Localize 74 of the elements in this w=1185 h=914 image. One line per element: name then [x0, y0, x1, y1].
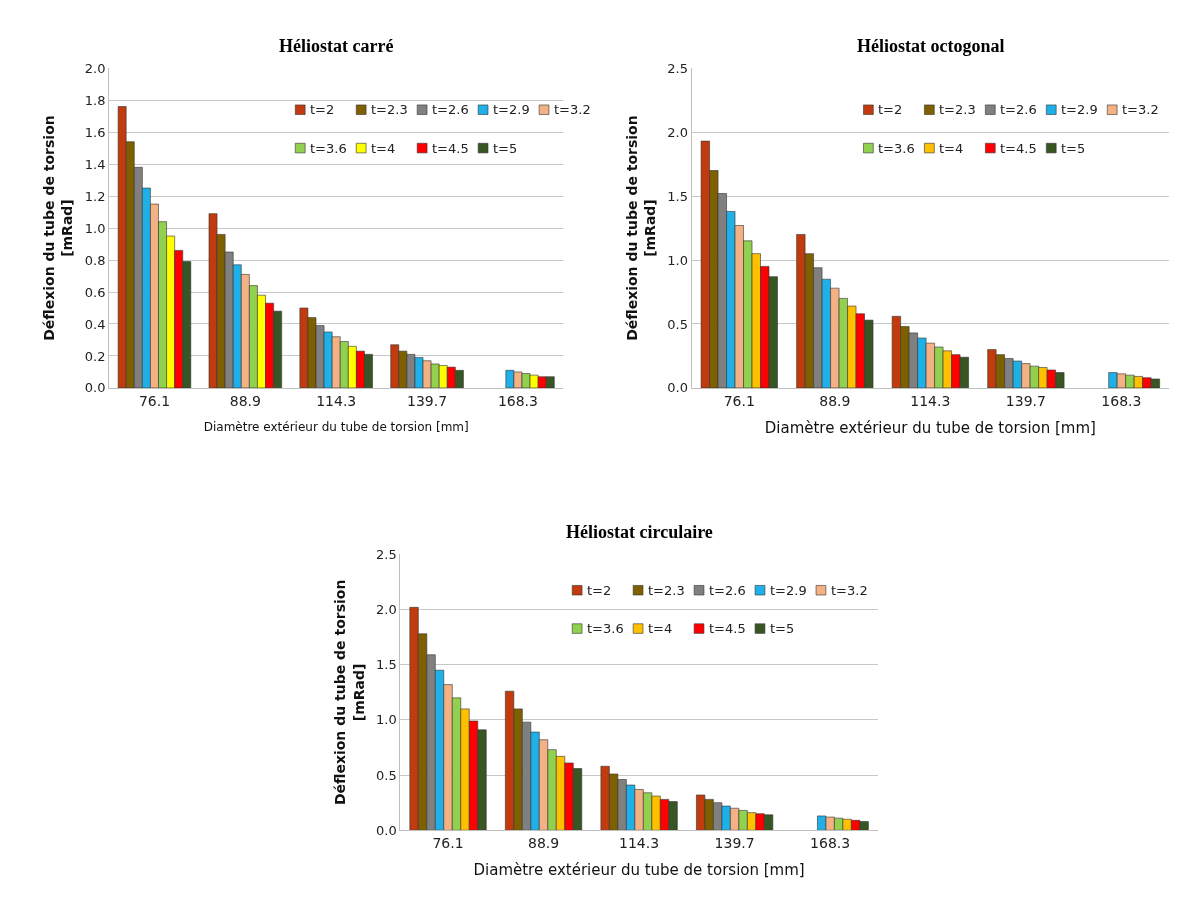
y-tick-label: 1.6	[84, 124, 106, 140]
x-tick-label: 168.3	[497, 392, 538, 409]
x-axis-title: Diamètre extérieur du tube de torsion [mm]	[764, 418, 1096, 437]
y-tick-label: 0.0	[84, 380, 106, 396]
legend-label: t=4	[371, 141, 396, 156]
y-tick-label: 1.2	[84, 188, 106, 204]
x-axis-title: Diamètre extérieur du tube de torsion [mm]	[203, 419, 469, 434]
x-tick-label: 139.7	[407, 392, 448, 409]
x-tick-label: 114.3	[316, 392, 357, 409]
legend-label: t=4.5	[1000, 141, 1037, 156]
legend-label: t=2.9	[770, 583, 807, 598]
legend-label: t=2.3	[648, 583, 685, 598]
legend-label: t=2.3	[371, 102, 408, 117]
y-tick-label: 0.2	[84, 348, 106, 364]
legend-label: t=2.6	[1000, 102, 1037, 117]
x-tick-label: 168.3	[1101, 392, 1142, 409]
legend-label: t=2.9	[1061, 102, 1098, 117]
legend-label: t=3.2	[554, 102, 591, 117]
y-tick-label: 0.0	[667, 380, 688, 396]
legend-label: t=2	[587, 583, 612, 598]
legend-label: t=3.6	[878, 141, 915, 156]
legend-label: t=2.3	[939, 102, 976, 117]
y-tick-label: 0.8	[84, 252, 106, 268]
y-tick-label: 1.0	[667, 252, 688, 268]
legend-label: t=2	[310, 102, 335, 117]
x-tick-label: 76.1	[138, 392, 171, 409]
legend-label: t=2.6	[709, 583, 746, 598]
legend-label: t=4	[648, 621, 673, 636]
legend-label: t=5	[493, 141, 518, 156]
x-tick-label: 139.7	[714, 835, 755, 852]
y-tick-label: 0.0	[375, 822, 397, 838]
x-tick-label: 114.3	[619, 835, 660, 852]
y-tick-label: 2.5	[667, 60, 688, 76]
y-tick-label: 2.5	[375, 546, 397, 562]
legend-label: t=3.2	[831, 583, 868, 598]
legend-label: t=3.6	[310, 141, 347, 156]
legend-label: t=4.5	[432, 141, 469, 156]
x-tick-label: 76.1	[432, 835, 464, 852]
y-axis-title: Déflexion du tube de torsion [mRad]	[332, 579, 367, 806]
x-axis-title: Diamètre extérieur du tube de torsion [mm]	[473, 861, 805, 880]
chart-title: Héliostat circulaire	[566, 522, 713, 542]
x-tick-label: 76.1	[723, 392, 755, 409]
y-tick-label: 2.0	[375, 602, 397, 618]
y-axis-title: Déflexion du tube de torsion [mRad]	[623, 115, 658, 341]
y-axis-title: Déflexion du tube de torsion [mRad]	[41, 115, 76, 341]
legend-label: t=4	[939, 141, 964, 156]
legend-label: t=5	[1061, 141, 1086, 156]
y-tick-label: 0.5	[375, 767, 397, 783]
y-tick-label: 1.0	[84, 220, 106, 236]
y-tick-label: 1.4	[84, 156, 106, 172]
y-tick-label: 2.0	[667, 124, 688, 140]
chart-title: Héliostat carré	[279, 36, 394, 56]
y-tick-label: 2.0	[84, 60, 106, 76]
y-tick-label: 0.5	[667, 316, 688, 332]
legend-label: t=2	[878, 102, 903, 117]
legend-label: t=5	[770, 621, 795, 636]
chart-title: Héliostat octogonal	[857, 36, 1005, 56]
x-tick-label: 139.7	[1005, 392, 1046, 409]
x-tick-label: 88.9	[229, 392, 261, 409]
legend-label: t=2.6	[432, 102, 469, 117]
x-tick-label: 168.3	[810, 835, 851, 852]
x-tick-label: 88.9	[819, 392, 851, 409]
legend-label: t=2.9	[493, 102, 530, 117]
y-tick-label: 1.0	[375, 712, 397, 728]
x-tick-label: 114.3	[910, 392, 951, 409]
legend-label: t=3.2	[1122, 102, 1159, 117]
legend-label: t=4.5	[709, 621, 746, 636]
y-tick-label: 0.6	[84, 284, 106, 300]
y-tick-label: 1.5	[375, 657, 397, 673]
legend-label: t=3.6	[587, 621, 624, 636]
y-tick-label: 0.4	[84, 316, 106, 332]
y-tick-label: 1.8	[84, 92, 106, 108]
y-tick-label: 1.5	[667, 188, 688, 204]
x-tick-label: 88.9	[527, 835, 560, 852]
